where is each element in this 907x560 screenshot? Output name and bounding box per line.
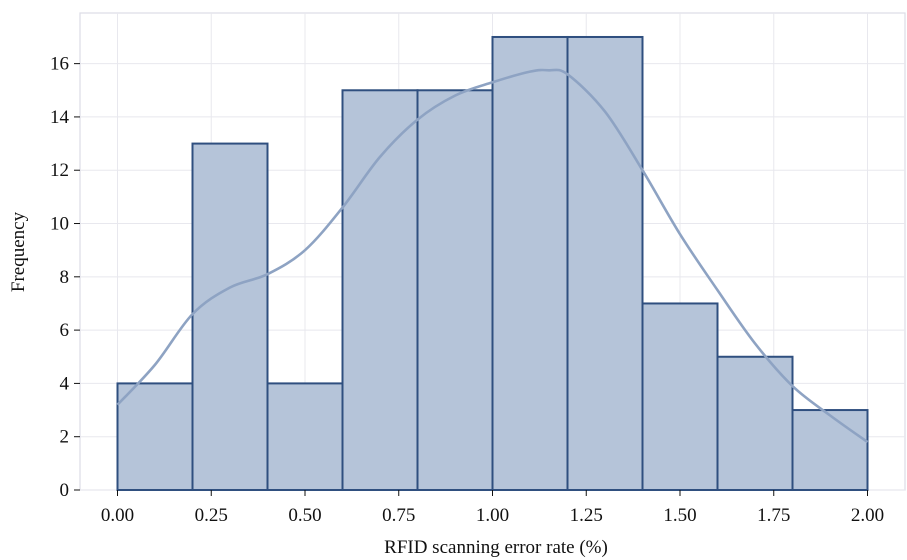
y-tick-label: 6	[60, 320, 70, 341]
y-tick-label: 12	[50, 160, 69, 181]
histogram-bar	[491, 35, 569, 491]
x-tick-label: 1.75	[757, 505, 790, 526]
y-tick-label: 16	[50, 54, 69, 75]
x-tick-label: 0.75	[382, 505, 415, 526]
x-axis-ticks: 0.00 0.25 0.50 0.75 1.00 1.25 1.50 1.75 2.00	[101, 490, 884, 526]
histogram-bar	[116, 382, 194, 491]
histogram-bar	[791, 409, 869, 492]
y-tick-label: 4	[60, 373, 70, 394]
y-axis-ticks: 0 2 4 6 8 10 12 14 16	[50, 54, 80, 501]
y-tick-label: 14	[50, 107, 70, 128]
y-tick-label: 8	[60, 267, 70, 288]
histogram-bar	[716, 355, 794, 491]
y-tick-label: 2	[60, 427, 70, 448]
y-tick-label: 10	[50, 214, 69, 235]
x-axis-label: RFID scanning error rate (%)	[384, 537, 608, 558]
histogram-bar	[191, 142, 269, 492]
x-tick-label: 0.50	[288, 505, 321, 526]
x-tick-label: 0.25	[195, 505, 228, 526]
y-axis-label: Frequency	[8, 211, 29, 292]
histogram-bar	[641, 302, 719, 491]
x-tick-label: 1.50	[663, 505, 696, 526]
histogram-bar	[341, 89, 419, 491]
x-tick-label: 2.00	[851, 505, 884, 526]
histogram-bar	[266, 382, 344, 491]
x-tick-label: 1.25	[570, 505, 603, 526]
kde-curve	[116, 68, 869, 444]
histogram-bars	[116, 35, 869, 492]
histogram-bar	[566, 35, 644, 491]
y-tick-label: 0	[60, 480, 70, 501]
histogram-bar	[416, 89, 494, 491]
x-tick-label: 0.00	[101, 505, 134, 526]
x-tick-label: 1.00	[476, 505, 509, 526]
